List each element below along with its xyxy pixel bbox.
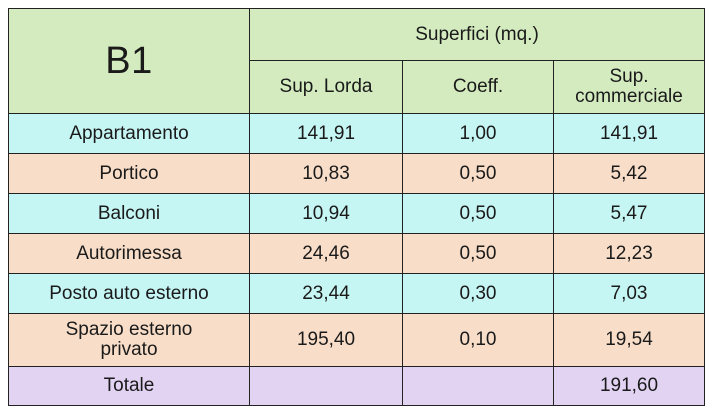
surface-table: B1 Superfici (mq.) Sup. Lorda Coeff. Sup… <box>8 8 706 406</box>
total-row: Totale 191,60 <box>8 366 706 406</box>
cell-lorda: 10,94 <box>249 193 403 234</box>
row-label: Balconi <box>8 193 250 234</box>
cell-coeff: 0,50 <box>402 153 554 194</box>
cell-lorda: 23,44 <box>249 273 403 314</box>
group-header: Superfici (mq.) <box>248 8 706 61</box>
column-header-commerciale: Sup. commerciale <box>552 60 706 114</box>
total-empty-coeff <box>402 366 554 406</box>
total-commerciale: 191,60 <box>552 366 706 406</box>
header-row-columns: Sup. Lorda Coeff. Sup. commerciale <box>9 60 706 114</box>
cell-lorda: 24,46 <box>249 233 403 274</box>
cell-lorda: 195,40 <box>249 313 403 367</box>
column-header-commerciale-line1: Sup. <box>609 66 649 87</box>
cell-commerciale: 5,47 <box>552 193 706 234</box>
table-code: B1 <box>8 8 250 114</box>
cell-commerciale: 7,03 <box>552 273 706 314</box>
total-empty-lorda <box>249 366 403 406</box>
cell-commerciale: 19,54 <box>552 313 706 367</box>
column-header-lorda: Sup. Lorda <box>249 60 403 114</box>
cell-commerciale: 5,42 <box>552 153 706 194</box>
table-row: Balconi 10,94 0,50 5,47 <box>8 193 706 234</box>
table-row: Posto auto esterno 23,44 0,30 7,03 <box>8 273 706 314</box>
table-row: Spazio esterno privato 195,40 0,10 19,54 <box>8 313 706 367</box>
cell-lorda: 141,91 <box>249 113 403 154</box>
cell-commerciale: 12,23 <box>552 233 706 274</box>
surface-table-container: B1 Superfici (mq.) Sup. Lorda Coeff. Sup… <box>8 8 706 406</box>
row-label: Appartamento <box>8 113 250 154</box>
row-label: Posto auto esterno <box>8 273 250 314</box>
cell-coeff: 1,00 <box>402 113 554 154</box>
header-row-top: B1 Superfici (mq.) <box>8 8 706 114</box>
cell-coeff: 0,50 <box>402 233 554 274</box>
row-label: Spazio esterno privato <box>8 313 250 367</box>
row-label: Portico <box>8 153 250 194</box>
row-label: Autorimessa <box>8 233 250 274</box>
cell-commerciale: 141,91 <box>552 113 706 154</box>
cell-coeff: 0,30 <box>402 273 554 314</box>
cell-coeff: 0,50 <box>402 193 554 234</box>
column-header-coeff: Coeff. <box>402 60 554 114</box>
cell-coeff: 0,10 <box>402 313 554 367</box>
column-header-commerciale-line2: commerciale <box>575 86 683 107</box>
table-row: Appartamento 141,91 1,00 141,91 <box>8 113 706 154</box>
cell-lorda: 10,83 <box>249 153 403 194</box>
row-label-line2: privato <box>100 339 158 360</box>
row-label-line1: Spazio esterno <box>65 319 193 340</box>
table-row: Portico 10,83 0,50 5,42 <box>8 153 706 194</box>
table-row: Autorimessa 24,46 0,50 12,23 <box>8 233 706 274</box>
total-label: Totale <box>8 366 250 406</box>
